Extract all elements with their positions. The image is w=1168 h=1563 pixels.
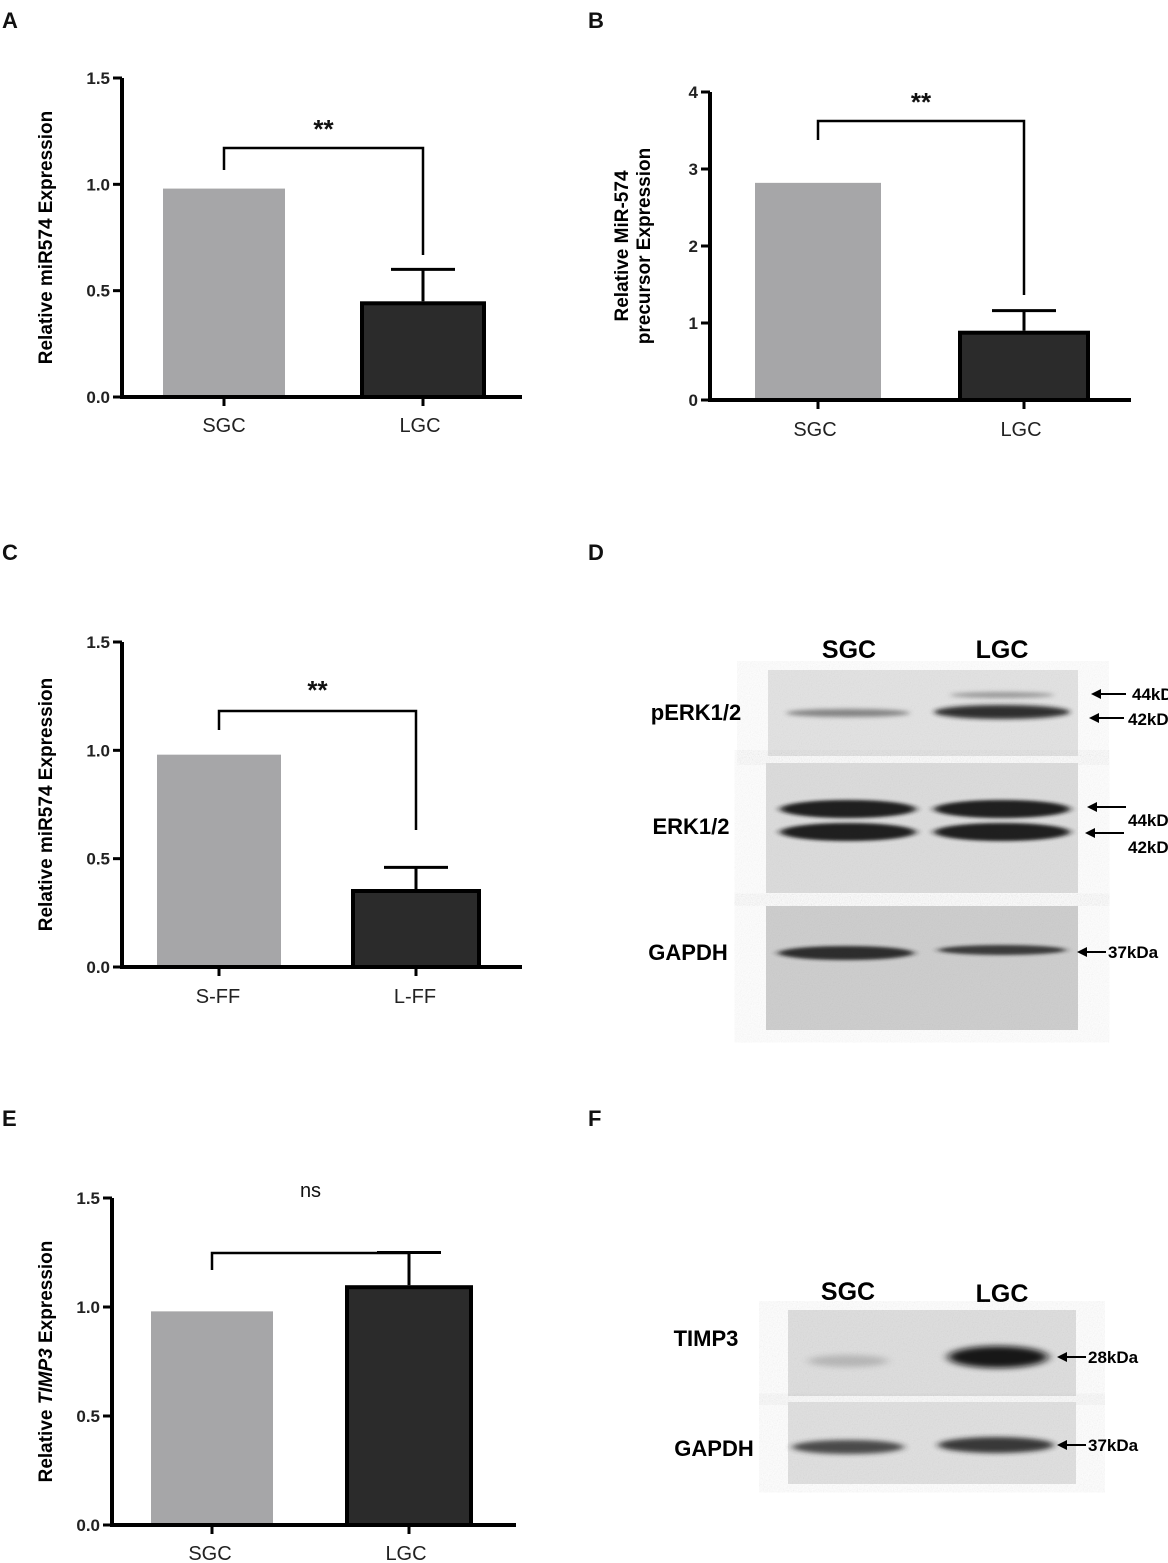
chart-b-significance-label: ** — [911, 87, 932, 117]
chart-b-x-tick-label: LGC — [1000, 419, 1041, 441]
blot-f-marker-timp3-28: 28kDa — [1088, 1348, 1139, 1367]
blot-f-lane-lgc: LGC — [976, 1280, 1029, 1308]
blot-d-marker-erk-42: 42kDa — [1128, 838, 1168, 857]
chart-e-y-tick-label: 0.5 — [76, 1407, 100, 1426]
chart-b-bar-sgc — [755, 182, 881, 400]
panel-letter-e: E — [2, 1106, 17, 1131]
blot-d-lane-lgc: LGC — [976, 636, 1029, 664]
blot-d-marker-perk-42: 42kDa — [1128, 710, 1168, 729]
blot-d-arrow-44kda-1 — [1091, 689, 1126, 699]
chart-b-bar-lgc — [958, 330, 1090, 403]
chart-e-y-tick-label: 0.0 — [76, 1516, 100, 1535]
blot-f-row-label-timp3: TIMP3 — [674, 1326, 739, 1351]
panel-letter-d: D — [588, 540, 604, 565]
panel-letter-b: B — [588, 8, 604, 33]
chart-c-bar-s-ff — [157, 754, 281, 967]
chart-c-y-tick-label: 0.0 — [86, 958, 110, 977]
western-blot-f: SGC LGC TIMP3 28kDa — [674, 1278, 1139, 1396]
chart-a-bar-lgc — [360, 301, 486, 399]
blot-d-marker-perk-44: 44kDa — [1132, 685, 1168, 704]
chart-b-mir574-precursor: 0 1 2 3 4 SGC LGC ** Relative MiR-574 precursor E… — [612, 83, 1131, 441]
chart-b-y-tick-label: 2 — [689, 237, 698, 256]
blot-d-lane-sgc: SGC — [822, 636, 876, 664]
chart-b-y-tick-label: 0 — [689, 391, 698, 410]
blot-d-strip-gapdh — [766, 906, 1078, 1030]
blot-f-arrow-28kda — [1057, 1352, 1086, 1362]
chart-b-y-axis-label-line: Relative MiR-574 — [612, 170, 633, 321]
chart-c-y-tick-label: 1.0 — [86, 741, 110, 760]
chart-a-significance-bracket — [222, 146, 425, 255]
blot-d-arrow-42kda-1 — [1089, 713, 1124, 723]
chart-a-y-tick-label: 1.0 — [86, 175, 110, 194]
chart-b-x-tick-label: SGC — [793, 419, 836, 441]
chart-e-y-tick-label: 1.0 — [76, 1298, 100, 1317]
blot-f-strip-gapdh — [788, 1402, 1076, 1484]
chart-c-bar-l-ff — [351, 889, 481, 969]
chart-a-x-tick-label: LGC — [399, 415, 440, 437]
chart-b-y-tick-label: 3 — [689, 160, 698, 179]
blot-f-marker-gapdh-37: 37kDa — [1088, 1436, 1139, 1455]
blot-d-marker-gapdh-37: 37kDa — [1108, 943, 1159, 962]
blot-d-arrow-44kda-2 — [1087, 802, 1126, 812]
chart-a-significance-label: ** — [313, 114, 334, 144]
chart-c-significance-label: ** — [307, 675, 328, 705]
chart-e-bar-lgc — [345, 1285, 473, 1527]
chart-a-x-tick-label: SGC — [202, 415, 245, 437]
western-blot-f-gapdh: GAPDH 37kDa — [674, 1402, 1139, 1484]
chart-e-bar-sgc — [151, 1311, 273, 1525]
chart-c-y-tick-label: 0.5 — [86, 850, 110, 869]
blot-d-strip-erk — [766, 763, 1078, 893]
chart-b-y-axis-label-line: precursor Expression — [634, 148, 655, 344]
chart-c-significance-bracket — [217, 709, 418, 830]
chart-e-significance-bracket — [210, 1251, 411, 1270]
blot-f-lane-sgc: SGC — [821, 1278, 875, 1306]
chart-b-y-tick-label: 1 — [689, 314, 698, 333]
panel-letter-c: C — [2, 540, 18, 565]
chart-e-x-tick-label: SGC — [188, 1543, 231, 1563]
chart-a-y-tick-label: 0.0 — [86, 388, 110, 407]
chart-c-y-axis-label: Relative miR574 Expression — [36, 678, 57, 931]
blot-f-strip-timp3 — [788, 1310, 1076, 1396]
chart-c-y-tick-label: 1.5 — [86, 633, 110, 652]
chart-e-relative-timp3: 0.0 0.5 1.0 1.5 SGC LGC ns Relative TIMP3 Expre… — [36, 1180, 516, 1563]
chart-c-relative-mir574-ff: 0.0 0.5 1.0 1.5 S-FF L-FF ** Relative miR574 Ex… — [36, 633, 522, 1008]
panel-letter-a: A — [2, 8, 18, 33]
chart-a-y-tick-label: 0.5 — [86, 282, 110, 301]
western-blot-d: SGC LGC pERK1/2 44kDa 42kDa ERK1/2 44kDa… — [648, 636, 1168, 1030]
chart-a-y-tick-label: 1.5 — [86, 69, 110, 88]
blot-d-marker-erk-44: 44kDa — [1128, 811, 1168, 830]
chart-e-y-tick-label: 1.5 — [76, 1189, 100, 1208]
chart-c-x-tick-label: S-FF — [196, 986, 240, 1008]
blot-f-arrow-37kda — [1057, 1440, 1086, 1450]
blot-d-row-label-gapdh: GAPDH — [648, 940, 727, 965]
chart-a-y-axis-label: Relative miR574 Expression — [36, 111, 57, 364]
blot-f-row-label-gapdh: GAPDH — [674, 1436, 753, 1461]
panel-letter-f: F — [588, 1106, 602, 1131]
blot-d-strip-perk — [768, 670, 1078, 756]
chart-a-bar-sgc — [163, 188, 285, 397]
chart-b-significance-bracket — [816, 119, 1026, 295]
blot-d-arrow-42kda-2 — [1085, 828, 1124, 838]
chart-e-significance-label: ns — [300, 1180, 321, 1202]
chart-e-y-axis-label: Relative TIMP3 Expression — [36, 1241, 57, 1483]
blot-d-arrow-37kda — [1077, 947, 1106, 957]
chart-a-relative-mir574: 0.0 0.5 1.0 1.5 SGC LGC ** Relative miR574 Expr… — [36, 69, 522, 437]
blot-d-row-label-perk: pERK1/2 — [651, 700, 741, 725]
blot-d-row-label-erk: ERK1/2 — [652, 814, 729, 839]
chart-b-y-tick-label: 4 — [689, 83, 699, 102]
chart-c-x-tick-label: L-FF — [394, 986, 436, 1008]
chart-e-x-tick-label: LGC — [385, 1543, 426, 1563]
